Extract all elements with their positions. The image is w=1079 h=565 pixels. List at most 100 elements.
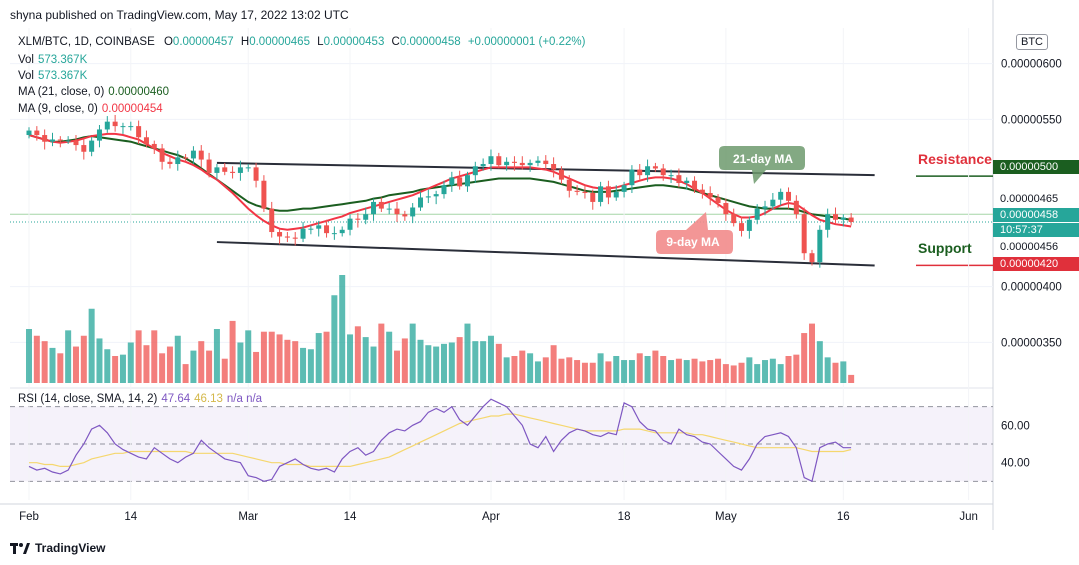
volume-bar xyxy=(832,362,839,383)
candle-body xyxy=(754,208,760,220)
candle-body xyxy=(49,139,55,142)
candle-body xyxy=(668,175,674,177)
candle xyxy=(637,164,643,180)
candle-body xyxy=(605,186,611,198)
candle-body xyxy=(26,130,32,136)
volume-bar xyxy=(527,353,534,383)
candle-body xyxy=(222,167,228,172)
rsi-sma-line xyxy=(29,413,852,467)
ma9-legend[interactable]: MA (9, close, 0) 0.00000454 xyxy=(18,103,163,115)
candle xyxy=(543,155,549,170)
candle-body xyxy=(65,140,71,142)
volume-bar xyxy=(660,356,667,383)
x-tick-label: 14 xyxy=(124,511,137,523)
candle-body xyxy=(206,159,212,173)
candle xyxy=(363,207,369,225)
candle-body xyxy=(652,166,658,169)
volume-bar xyxy=(769,358,776,383)
high-value: 0.00000465 xyxy=(249,36,310,48)
candle xyxy=(809,249,815,266)
candle xyxy=(441,180,447,199)
candle xyxy=(81,138,87,160)
candle-body xyxy=(707,193,713,198)
candle xyxy=(825,208,831,238)
volume-bar xyxy=(519,350,526,383)
candle xyxy=(402,210,408,221)
candle xyxy=(511,156,517,171)
candle xyxy=(112,114,118,132)
support-label: Support xyxy=(918,240,972,256)
candle xyxy=(793,195,799,219)
candle xyxy=(629,165,635,194)
candle-body xyxy=(253,167,259,181)
y-tick-label: 0.00000400 xyxy=(1001,282,1062,294)
candle-body xyxy=(159,148,165,162)
candle xyxy=(449,171,455,192)
volume-bar xyxy=(707,360,714,383)
candle-body xyxy=(496,156,502,166)
candle-body xyxy=(151,143,157,149)
candle-body xyxy=(848,217,854,222)
candle xyxy=(676,168,682,188)
candle xyxy=(715,194,721,208)
volume-bar xyxy=(268,331,275,383)
candle xyxy=(527,159,533,172)
volume-bar xyxy=(746,357,753,383)
volume-bar xyxy=(292,341,299,383)
volume-bar xyxy=(675,358,682,383)
ma9-callout: 9-day MA xyxy=(656,212,733,254)
candle-body xyxy=(433,194,439,197)
currency-button[interactable]: BTC xyxy=(1016,34,1048,50)
volume-bar xyxy=(151,330,158,383)
candle xyxy=(472,161,478,183)
volume-bar xyxy=(574,360,581,383)
candle xyxy=(457,170,463,190)
volume-bar xyxy=(636,353,643,383)
candle-body xyxy=(511,161,517,163)
candle-body xyxy=(739,223,745,231)
candle-body xyxy=(590,193,596,202)
candle xyxy=(801,207,807,260)
resistance-price-tag: 0.00000500 xyxy=(993,160,1079,174)
channel-lower-line xyxy=(216,241,875,267)
volume-bar xyxy=(362,337,369,383)
symbol-label[interactable]: XLM/BTC, 1D, COINBASE xyxy=(18,36,155,48)
candle xyxy=(175,150,181,171)
volume-bar xyxy=(824,357,831,383)
volume-bar xyxy=(628,360,635,383)
volume-bar xyxy=(417,339,424,383)
volume-bar xyxy=(127,342,134,383)
candle-body xyxy=(245,167,251,169)
candle-body xyxy=(660,168,666,176)
candle xyxy=(206,152,212,178)
candle xyxy=(535,156,541,167)
volume-bar xyxy=(683,360,690,383)
support-price-tag: 0.00000420 xyxy=(993,257,1079,271)
candle-body xyxy=(676,175,682,183)
volume-bar xyxy=(331,295,338,383)
candle-body xyxy=(402,214,408,217)
candle-body xyxy=(645,166,651,176)
candle-body xyxy=(558,169,564,180)
candle xyxy=(73,135,79,151)
candle-body xyxy=(480,164,486,167)
ma21-legend[interactable]: MA (21, close, 0) 0.00000460 xyxy=(18,86,170,98)
candle xyxy=(613,185,619,201)
candle xyxy=(551,157,557,178)
candle-body xyxy=(292,237,298,239)
candle xyxy=(96,124,102,148)
vol-legend-1[interactable]: Vol 573.367K xyxy=(18,54,88,66)
volume-bar xyxy=(762,360,769,383)
candle xyxy=(128,121,134,131)
candle xyxy=(26,127,32,139)
vol-legend-2[interactable]: Vol 573.367K xyxy=(18,70,88,82)
candle xyxy=(143,130,149,148)
candle xyxy=(49,132,55,147)
tradingview-logo-icon xyxy=(10,542,30,554)
candle-body xyxy=(378,201,384,209)
volume-bar xyxy=(542,357,549,383)
candle xyxy=(840,214,846,227)
candle-body xyxy=(809,253,815,263)
rsi-legend[interactable]: RSI (14, close, SMA, 14, 2) 47.64 46.13 n/a… xyxy=(18,393,263,405)
